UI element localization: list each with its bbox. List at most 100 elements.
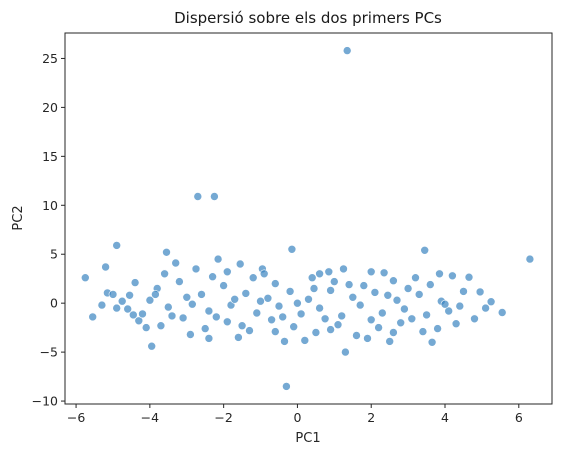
data-point <box>241 289 251 298</box>
data-point <box>123 304 132 314</box>
data-point <box>440 299 450 309</box>
data-point <box>377 308 387 318</box>
data-point <box>213 254 223 264</box>
data-point <box>289 322 299 332</box>
y-tick-label: 10 <box>42 198 58 213</box>
y-axis-label: PC2 <box>11 205 26 230</box>
data-point <box>385 337 395 346</box>
data-point <box>282 382 291 391</box>
data-point <box>379 268 389 278</box>
data-point <box>252 308 262 318</box>
data-point <box>296 309 306 319</box>
data-point <box>178 313 188 323</box>
plot-frame <box>64 32 553 405</box>
data-point <box>278 312 288 322</box>
data-point <box>197 290 206 299</box>
data-point <box>267 315 276 325</box>
data-point <box>497 308 507 317</box>
data-point <box>337 311 347 321</box>
data-point <box>400 304 409 314</box>
data-point <box>342 46 352 55</box>
data-point <box>270 279 280 288</box>
data-point <box>525 254 535 264</box>
y-tick-label: 15 <box>42 149 58 164</box>
data-point <box>200 324 210 333</box>
data-point <box>470 314 479 324</box>
x-tick-label: −6 <box>67 410 85 425</box>
data-point <box>162 248 171 257</box>
data-point <box>486 297 496 307</box>
y-tick-label: −10 <box>32 394 58 409</box>
data-point <box>435 269 444 279</box>
y-tick-label: 25 <box>42 51 58 66</box>
y-tick-label: 0 <box>50 296 58 311</box>
data-point <box>315 269 324 279</box>
data-point <box>464 272 474 282</box>
data-point <box>359 281 369 290</box>
x-tick-label: 0 <box>293 410 301 425</box>
data-point <box>475 287 485 297</box>
data-points <box>81 46 535 391</box>
data-point <box>422 310 431 320</box>
data-point <box>237 321 247 331</box>
data-point <box>389 276 398 286</box>
data-point <box>448 271 457 281</box>
data-point <box>363 334 372 343</box>
data-point <box>270 327 280 336</box>
data-point <box>234 333 243 342</box>
data-point <box>125 290 134 300</box>
data-point <box>344 280 354 289</box>
data-point <box>204 306 214 316</box>
data-point <box>418 327 428 336</box>
data-point <box>383 290 393 300</box>
data-point <box>329 277 339 286</box>
data-point <box>451 319 461 329</box>
data-point <box>130 278 140 287</box>
data-point <box>219 281 228 290</box>
data-point <box>151 290 160 299</box>
chart-title: Dispersió sobre els dos primers PCs <box>174 9 442 27</box>
data-point <box>182 292 192 302</box>
data-point <box>117 296 127 306</box>
data-point <box>339 264 348 274</box>
data-point <box>420 246 430 255</box>
data-point <box>366 267 376 277</box>
data-point <box>348 292 358 302</box>
data-point <box>141 323 151 332</box>
data-point <box>481 303 490 313</box>
data-point <box>208 272 217 282</box>
data-point <box>188 299 197 309</box>
data-point <box>285 287 295 296</box>
data-point <box>326 286 335 295</box>
y-tick-label: −5 <box>40 345 58 360</box>
data-point <box>97 300 107 310</box>
data-point <box>147 341 156 351</box>
data-point <box>355 300 365 310</box>
data-point <box>333 320 343 330</box>
x-tick-label: −4 <box>141 410 159 425</box>
data-point <box>433 324 442 333</box>
data-point <box>145 295 155 305</box>
data-point <box>304 294 313 304</box>
data-point <box>280 337 289 346</box>
x-tick-label: 4 <box>441 410 449 425</box>
data-point <box>411 273 420 283</box>
data-point <box>293 298 302 308</box>
data-point <box>204 334 214 343</box>
data-point <box>263 293 273 303</box>
data-point <box>112 303 121 313</box>
data-point <box>315 303 324 313</box>
data-point <box>186 330 195 339</box>
data-point <box>427 337 437 347</box>
y-tick-label: 5 <box>50 247 58 262</box>
y-axis: −10 −5 0 5 10 15 20 25 <box>32 51 65 409</box>
data-point <box>223 267 232 277</box>
data-point <box>366 315 376 325</box>
data-point <box>374 323 383 332</box>
data-point <box>156 321 166 331</box>
data-point <box>370 288 380 297</box>
data-point <box>81 273 90 283</box>
data-point <box>134 316 144 326</box>
data-point <box>256 296 265 306</box>
